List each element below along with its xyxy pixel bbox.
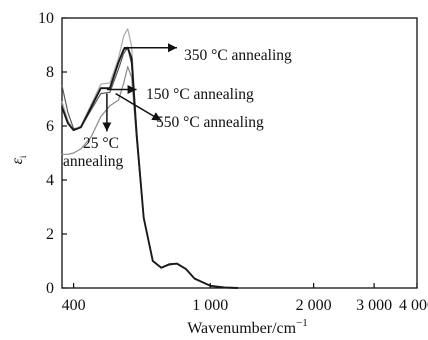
series-line-4 bbox=[61, 46, 239, 289]
y-tick-label: 6 bbox=[46, 118, 54, 135]
annotation-label: 150 °C annealing bbox=[146, 86, 254, 103]
x-tick-label: 4 000 bbox=[399, 297, 428, 314]
axis-title-layer: Wavenumber/cm−1 εi bbox=[9, 155, 308, 337]
annotation-label: 350 °C annealing bbox=[184, 47, 292, 64]
tick-layer: 400 1 000 2 000 3 000 4 000 0 2 4 6 8 10 bbox=[38, 10, 428, 314]
x-axis-title-superscript: −1 bbox=[296, 317, 308, 329]
x-tick-label: 3 000 bbox=[356, 297, 392, 314]
y-axis-title-text: ε bbox=[9, 157, 26, 164]
x-tick-label: 1 000 bbox=[192, 297, 228, 314]
x-tick-label: 400 bbox=[62, 297, 86, 314]
y-tick-label: 4 bbox=[46, 172, 54, 189]
y-tick-label: 0 bbox=[46, 280, 54, 297]
x-axis-title: Wavenumber/cm−1 bbox=[187, 317, 308, 337]
plot-area-border bbox=[61, 17, 418, 289]
y-tick-label: 10 bbox=[38, 10, 54, 27]
y-axis-title-subscript: i bbox=[18, 155, 28, 158]
annotation-label: annealing bbox=[63, 153, 124, 170]
x-tick-label: 2 000 bbox=[296, 297, 332, 314]
y-axis-title: εi bbox=[9, 155, 28, 164]
annotation-label: 25 °C bbox=[83, 135, 119, 152]
plot-frame bbox=[61, 17, 418, 289]
x-axis-title-text: Wavenumber/cm bbox=[187, 320, 296, 337]
y-tick-label: 8 bbox=[46, 64, 54, 81]
y-tick-label: 2 bbox=[46, 226, 54, 243]
annotation-layer: 350 °C annealing 150 °C annealing 550 °C a… bbox=[63, 43, 292, 170]
annotation-arrow bbox=[115, 92, 162, 122]
annotation-label: 550 °C annealing bbox=[156, 114, 264, 131]
